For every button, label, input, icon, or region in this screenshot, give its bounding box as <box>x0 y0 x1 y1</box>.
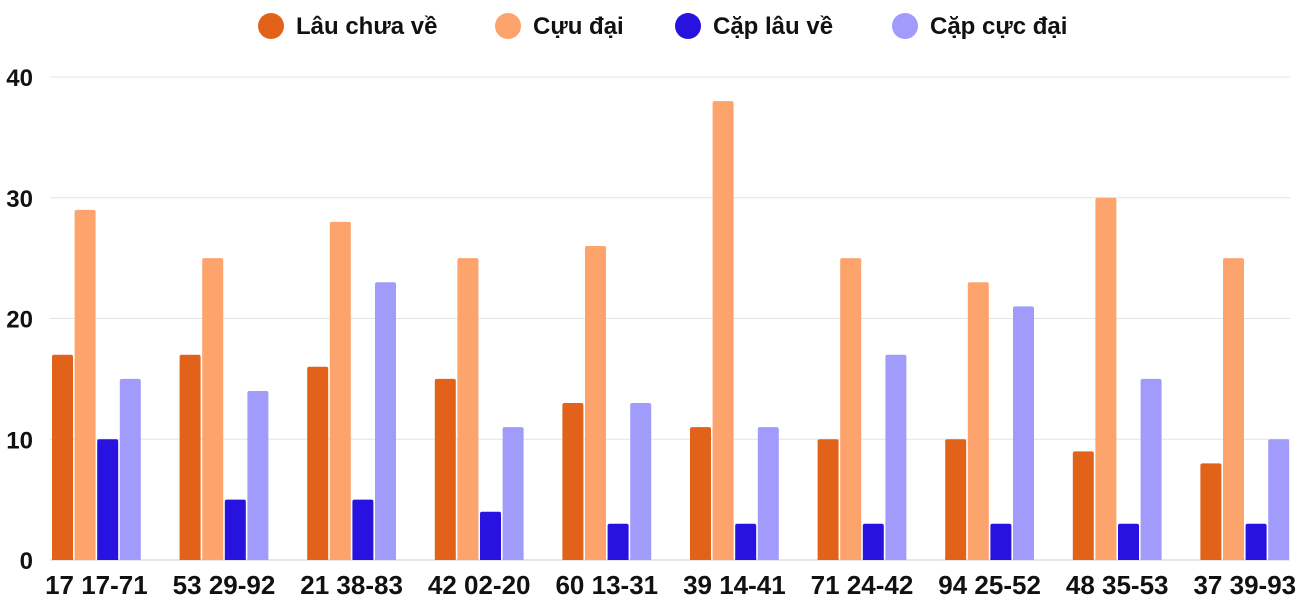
bar-39-14-41-series-3 <box>735 523 757 560</box>
x-tick-label-6: 39 14-41 <box>683 570 786 600</box>
bar-37-39-93-series-3 <box>1245 523 1267 560</box>
legend-label-2: Cựu đại <box>533 13 624 40</box>
bar-53-29-92-series-2 <box>202 258 224 560</box>
bar-48-35-53-series-2 <box>1095 197 1117 560</box>
bar-48-35-53-series-4 <box>1140 378 1162 560</box>
bar-21-38-83-series-1 <box>307 366 329 560</box>
y-tick-label-10: 10 <box>6 427 33 454</box>
x-tick-label-4: 42 02-20 <box>428 570 531 600</box>
bar-94-25-52-series-1 <box>945 439 967 560</box>
bar-94-25-52-series-4 <box>1013 306 1034 560</box>
x-tick-label-9: 48 35-53 <box>1066 570 1169 600</box>
x-tick-label-8: 94 25-52 <box>938 570 1041 600</box>
y-tick-label-40: 40 <box>6 65 33 92</box>
legend-label-3: Cặp lâu về <box>713 13 833 40</box>
bar-71-24-42-series-2 <box>840 258 862 560</box>
bar-71-24-42-series-3 <box>862 523 884 560</box>
bar-94-25-52-series-2 <box>967 282 989 560</box>
x-tick-label-7: 71 24-42 <box>811 570 914 600</box>
x-tick-label-1: 17 17-71 <box>45 570 148 600</box>
bar-42-02-20-series-2 <box>457 258 479 560</box>
legend-marker-2 <box>495 13 521 39</box>
bar-53-29-92-series-1 <box>179 354 201 560</box>
bar-17-17-71-series-3 <box>97 439 119 560</box>
bar-53-29-92-series-3 <box>224 499 246 560</box>
legend-marker-4 <box>892 13 918 39</box>
bar-42-02-20-series-3 <box>480 511 501 560</box>
bar-37-39-93-series-1 <box>1200 463 1222 560</box>
x-tick-label-3: 21 38-83 <box>300 570 403 600</box>
y-tick-label-30: 30 <box>6 186 33 213</box>
bar-21-38-83-series-2 <box>329 221 351 560</box>
y-tick-label-20: 20 <box>6 307 33 334</box>
y-tick-label-0: 0 <box>20 548 33 575</box>
legend-label-4: Cặp cực đại <box>930 13 1067 40</box>
bar-60-13-31-series-4 <box>630 403 652 560</box>
bar-39-14-41-series-4 <box>757 427 779 560</box>
bar-21-38-83-series-4 <box>375 282 396 560</box>
bar-48-35-53-series-1 <box>1072 451 1094 560</box>
bar-60-13-31-series-2 <box>585 246 606 561</box>
bar-37-39-93-series-4 <box>1268 439 1290 560</box>
bar-60-13-31-series-3 <box>607 523 629 560</box>
bar-17-17-71-series-1 <box>52 354 73 560</box>
bar-17-17-71-series-4 <box>119 378 141 560</box>
chart-bars <box>52 101 1290 561</box>
bar-39-14-41-series-2 <box>712 101 734 561</box>
y-axis: 0 10 20 30 40 <box>6 65 33 575</box>
bar-17-17-71-series-2 <box>74 209 96 560</box>
bar-42-02-20-series-1 <box>434 378 456 560</box>
bar-37-39-93-series-2 <box>1223 258 1244 560</box>
x-tick-label-10: 37 39-93 <box>1193 570 1296 600</box>
bar-39-14-41-series-1 <box>690 427 711 560</box>
bar-21-38-83-series-3 <box>352 499 374 560</box>
bar-60-13-31-series-1 <box>562 403 584 560</box>
legend-label-1: Lâu chưa về <box>296 13 437 40</box>
x-tick-label-2: 53 29-92 <box>173 570 276 600</box>
chart-legend: Lâu chưa về Cựu đại Cặp lâu về Cặp cực đại <box>258 13 1067 40</box>
legend-marker-3 <box>675 13 701 39</box>
bar-48-35-53-series-3 <box>1118 523 1139 560</box>
bar-42-02-20-series-4 <box>502 427 524 560</box>
bar-53-29-92-series-4 <box>247 390 269 560</box>
legend-marker-1 <box>258 13 284 39</box>
x-tick-label-5: 60 13-31 <box>555 570 658 600</box>
x-axis: 17 17-71 53 29-92 21 38-83 42 02-20 60 13-31… <box>45 570 1296 600</box>
bar-71-24-42-series-4 <box>885 354 907 560</box>
bar-71-24-42-series-1 <box>817 439 839 560</box>
bar-94-25-52-series-3 <box>990 523 1012 560</box>
